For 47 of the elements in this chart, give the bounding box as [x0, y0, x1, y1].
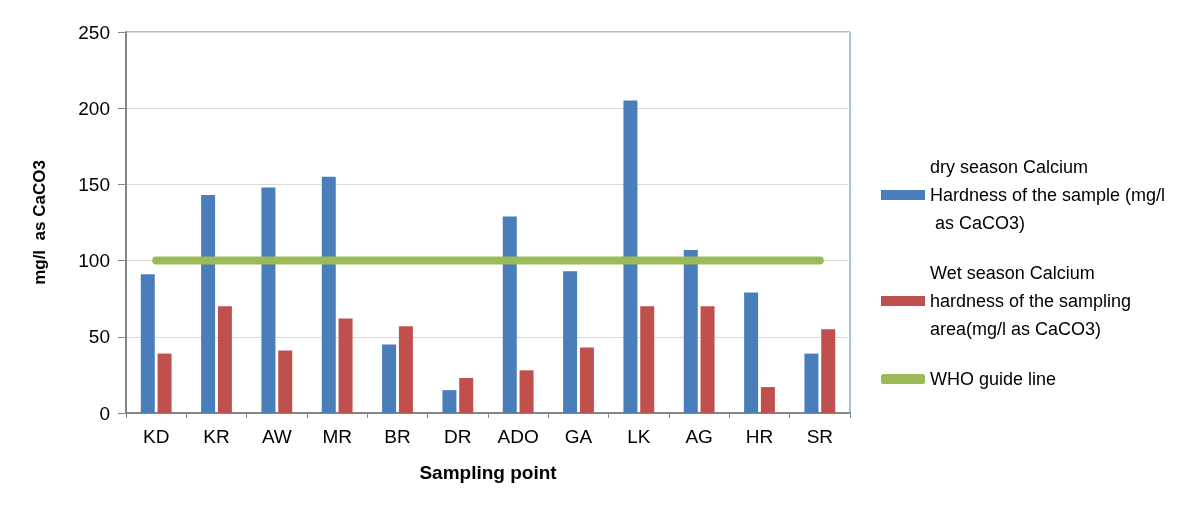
x-tick-label: KD — [142, 426, 170, 447]
bar — [640, 306, 655, 413]
bar — [563, 271, 578, 413]
x-tick-label: KR — [203, 426, 230, 447]
bar — [278, 350, 293, 413]
x-tick-label: BR — [384, 426, 411, 447]
bar — [140, 274, 155, 413]
bar — [382, 344, 397, 413]
y-tick-label: 100 — [78, 250, 110, 272]
y-tick-label: 0 — [99, 402, 110, 424]
bar — [821, 329, 836, 413]
x-tick-label: LK — [627, 426, 651, 447]
bar — [623, 100, 638, 413]
y-tick-label: 200 — [78, 97, 110, 119]
bar — [321, 176, 336, 413]
bar — [760, 387, 775, 413]
bar — [519, 370, 534, 413]
x-tick-label: MR — [322, 426, 352, 447]
bar — [459, 377, 474, 413]
x-tick-label: GA — [564, 426, 593, 447]
bar — [217, 306, 232, 413]
bar — [502, 216, 517, 413]
bar — [338, 318, 353, 413]
y-axis-title: mg/l as CaCO3 — [30, 160, 49, 285]
y-tick-label: 150 — [78, 173, 110, 195]
bar — [744, 292, 759, 413]
x-tick-label: SR — [806, 426, 834, 447]
x-tick-label: AW — [261, 426, 292, 447]
bar — [261, 187, 276, 413]
x-axis-title: Sampling point — [419, 462, 558, 483]
bar — [201, 195, 216, 413]
bar — [398, 326, 413, 413]
x-tick-label: HR — [745, 426, 774, 447]
legend-label: WHO guide line — [930, 369, 1057, 389]
bar — [579, 347, 594, 413]
x-tick-label: DR — [444, 426, 472, 447]
bar — [804, 353, 819, 413]
legend-label: Wet season Calcium hardness of the sampling area(mg/l as CaCO3) — [930, 263, 1137, 339]
x-tick-label: ADO — [497, 426, 539, 447]
legend-label: dry season Calcium Hardness of the sample (mg/l as CaCO3) — [930, 157, 1166, 233]
bar — [442, 390, 457, 413]
bar — [157, 353, 172, 413]
y-tick-label: 250 — [78, 21, 110, 43]
bar — [683, 249, 698, 413]
y-tick-label: 50 — [88, 326, 110, 348]
x-tick-label: AG — [685, 426, 713, 447]
bar — [700, 306, 715, 413]
